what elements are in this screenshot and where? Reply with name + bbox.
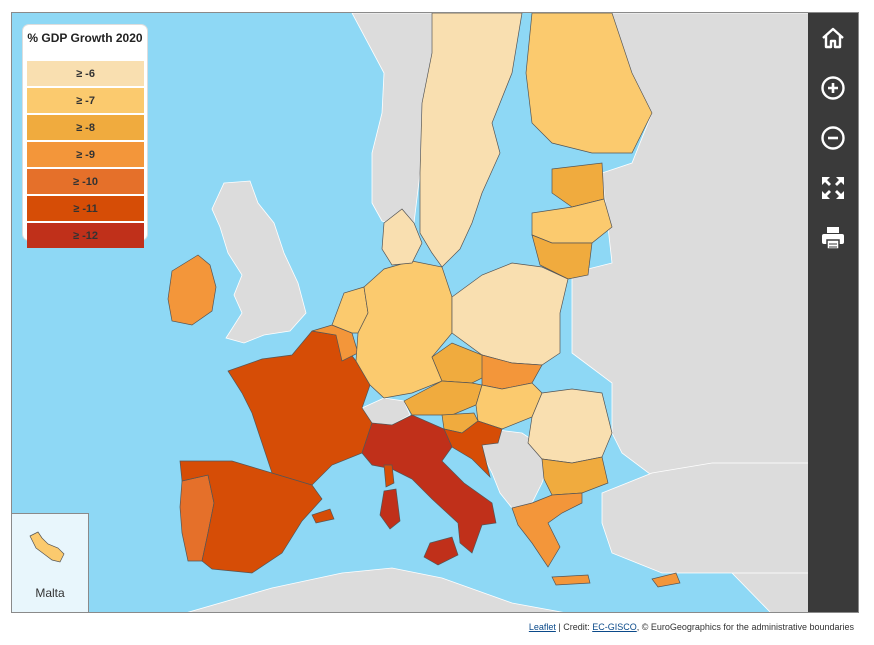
north-africa-land (187, 567, 564, 612)
attribution-rest: , © EuroGeographics for the administrati… (636, 622, 854, 632)
malta-inset-map (29, 531, 65, 563)
country-cyprus[interactable] (651, 572, 681, 588)
country-italy[interactable] (361, 414, 497, 554)
country-italy-sardinia[interactable] (379, 488, 401, 530)
legend-entry: ≥ -9 (27, 142, 144, 167)
country-ireland[interactable] (167, 254, 217, 326)
country-croatia[interactable] (443, 420, 503, 479)
attribution: Leaflet | Credit: EC-GISCO, © EuroGeogra… (529, 622, 854, 632)
country-greece[interactable] (511, 492, 583, 568)
legend-title: % GDP Growth 2020 (27, 31, 143, 45)
country-poland[interactable] (451, 262, 569, 366)
country-germany[interactable] (355, 260, 453, 399)
legend: % GDP Growth 2020 ≥ -6 ≥ -7 ≥ -8 ≥ -9 ≥ … (23, 25, 147, 248)
legend-entry: ≥ -7 (27, 88, 144, 113)
zoom-out-icon[interactable] (818, 123, 848, 153)
fullscreen-icon[interactable] (818, 173, 848, 203)
uk-land (211, 180, 307, 344)
malta-inset[interactable]: Malta (12, 513, 89, 612)
print-icon[interactable] (818, 223, 848, 253)
country-sweden[interactable] (419, 13, 523, 268)
home-icon[interactable] (818, 23, 848, 53)
turkey-land (601, 462, 809, 574)
country-bulgaria[interactable] (541, 456, 609, 496)
country-italy-sicily[interactable] (423, 536, 459, 566)
legend-entry: ≥ -8 (27, 115, 144, 140)
map-container[interactable]: % GDP Growth 2020 ≥ -6 ≥ -7 ≥ -8 ≥ -9 ≥ … (11, 12, 859, 613)
country-denmark[interactable] (381, 208, 423, 266)
country-romania[interactable] (527, 388, 613, 464)
legend-entry: ≥ -6 (27, 61, 144, 86)
east-europe-land (571, 13, 809, 612)
credit-prefix: | Credit: (555, 622, 593, 632)
malta-inset-label: Malta (35, 586, 65, 600)
map-toolbar (808, 13, 858, 612)
legend-entry: ≥ -11 (27, 196, 144, 221)
country-spain-balearic[interactable] (311, 508, 335, 524)
country-finland[interactable] (525, 13, 653, 154)
country-france-corsica[interactable] (383, 464, 395, 488)
choropleth-map[interactable] (12, 13, 809, 613)
legend-entry: ≥ -12 (27, 223, 144, 248)
country-greece-crete[interactable] (551, 574, 591, 586)
ec-gisco-link[interactable]: EC-GISCO (592, 622, 637, 632)
leaflet-link[interactable]: Leaflet (528, 622, 556, 632)
country-lithuania[interactable] (531, 234, 593, 280)
country-malta[interactable] (29, 531, 65, 563)
legend-entry: ≥ -10 (27, 169, 144, 194)
zoom-in-icon[interactable] (818, 73, 848, 103)
